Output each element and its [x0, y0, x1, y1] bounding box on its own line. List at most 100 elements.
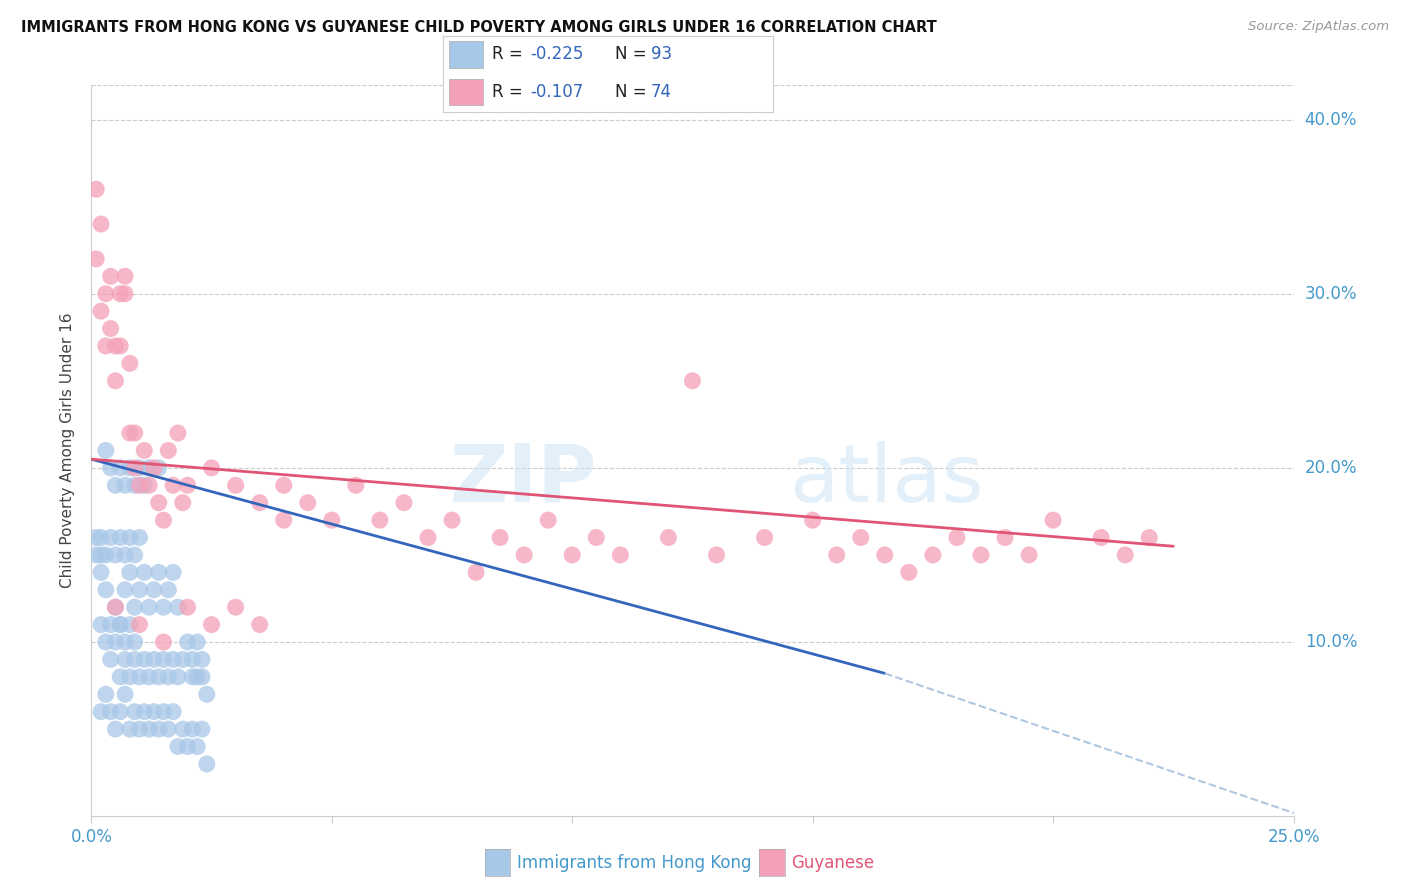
Point: [142, 461, 165, 475]
Point: [585, 531, 607, 545]
Point: [84, 531, 107, 545]
Point: [1018, 548, 1040, 562]
Point: [162, 705, 184, 719]
Point: [90, 304, 112, 318]
Point: [172, 652, 194, 666]
Point: [1137, 531, 1160, 545]
Point: [94, 548, 117, 562]
Point: [110, 461, 132, 475]
Point: [186, 670, 208, 684]
Point: [1090, 531, 1112, 545]
Text: -0.107: -0.107: [530, 83, 583, 101]
Point: [225, 478, 247, 492]
Point: [157, 670, 180, 684]
Point: [186, 635, 208, 649]
Point: [465, 566, 488, 580]
Point: [90, 531, 112, 545]
Point: [249, 617, 271, 632]
Point: [104, 478, 127, 492]
Point: [118, 461, 141, 475]
Point: [114, 652, 136, 666]
Point: [1042, 513, 1064, 527]
Point: [152, 705, 174, 719]
Point: [134, 652, 156, 666]
Point: [134, 705, 156, 719]
Point: [609, 548, 631, 562]
Point: [181, 670, 204, 684]
Point: [124, 600, 146, 615]
Point: [100, 321, 122, 335]
Point: [128, 670, 150, 684]
Point: [100, 617, 122, 632]
Point: [186, 739, 208, 754]
Point: [191, 652, 214, 666]
Text: ZIP: ZIP: [449, 441, 596, 519]
Point: [128, 722, 150, 736]
Point: [754, 531, 776, 545]
Point: [124, 652, 146, 666]
Text: 30.0%: 30.0%: [1305, 285, 1357, 302]
Point: [110, 705, 132, 719]
Point: [681, 374, 703, 388]
Point: [114, 635, 136, 649]
Point: [124, 705, 146, 719]
Point: [148, 461, 170, 475]
Point: [110, 617, 132, 632]
Point: [90, 617, 112, 632]
Point: [90, 705, 112, 719]
Point: [162, 478, 184, 492]
Text: Source: ZipAtlas.com: Source: ZipAtlas.com: [1249, 20, 1389, 33]
Point: [114, 478, 136, 492]
Point: [176, 478, 198, 492]
Point: [94, 687, 117, 701]
Point: [114, 286, 136, 301]
Point: [946, 531, 969, 545]
Point: [167, 739, 190, 754]
Point: [321, 513, 343, 527]
Point: [657, 531, 679, 545]
Point: [849, 531, 872, 545]
Point: [94, 582, 117, 597]
Point: [94, 635, 117, 649]
Point: [124, 635, 146, 649]
Point: [489, 531, 512, 545]
Y-axis label: Child Poverty Among Girls Under 16: Child Poverty Among Girls Under 16: [60, 313, 76, 588]
Point: [195, 687, 218, 701]
Point: [110, 531, 132, 545]
Point: [801, 513, 824, 527]
Point: [142, 582, 165, 597]
Text: 40.0%: 40.0%: [1305, 111, 1357, 128]
Point: [152, 513, 174, 527]
Point: [110, 670, 132, 684]
Point: [118, 617, 141, 632]
Point: [94, 286, 117, 301]
Point: [142, 652, 165, 666]
Text: IMMIGRANTS FROM HONG KONG VS GUYANESE CHILD POVERTY AMONG GIRLS UNDER 16 CORRELA: IMMIGRANTS FROM HONG KONG VS GUYANESE CH…: [21, 20, 936, 35]
Point: [148, 496, 170, 510]
Point: [124, 548, 146, 562]
Point: [181, 722, 204, 736]
Text: 74: 74: [651, 83, 672, 101]
Point: [440, 513, 463, 527]
Point: [104, 600, 127, 615]
Point: [94, 443, 117, 458]
Text: N =: N =: [614, 83, 651, 101]
Point: [94, 339, 117, 353]
Point: [176, 739, 198, 754]
Point: [128, 582, 150, 597]
Point: [100, 705, 122, 719]
Point: [897, 566, 920, 580]
Point: [368, 513, 391, 527]
Point: [167, 600, 190, 615]
Point: [273, 513, 295, 527]
Point: [100, 269, 122, 284]
Point: [537, 513, 560, 527]
Point: [970, 548, 993, 562]
Point: [706, 548, 728, 562]
Point: [114, 269, 136, 284]
Text: R =: R =: [492, 83, 529, 101]
Point: [84, 182, 107, 196]
Bar: [450, 78, 482, 105]
Point: [297, 496, 319, 510]
Point: [392, 496, 415, 510]
